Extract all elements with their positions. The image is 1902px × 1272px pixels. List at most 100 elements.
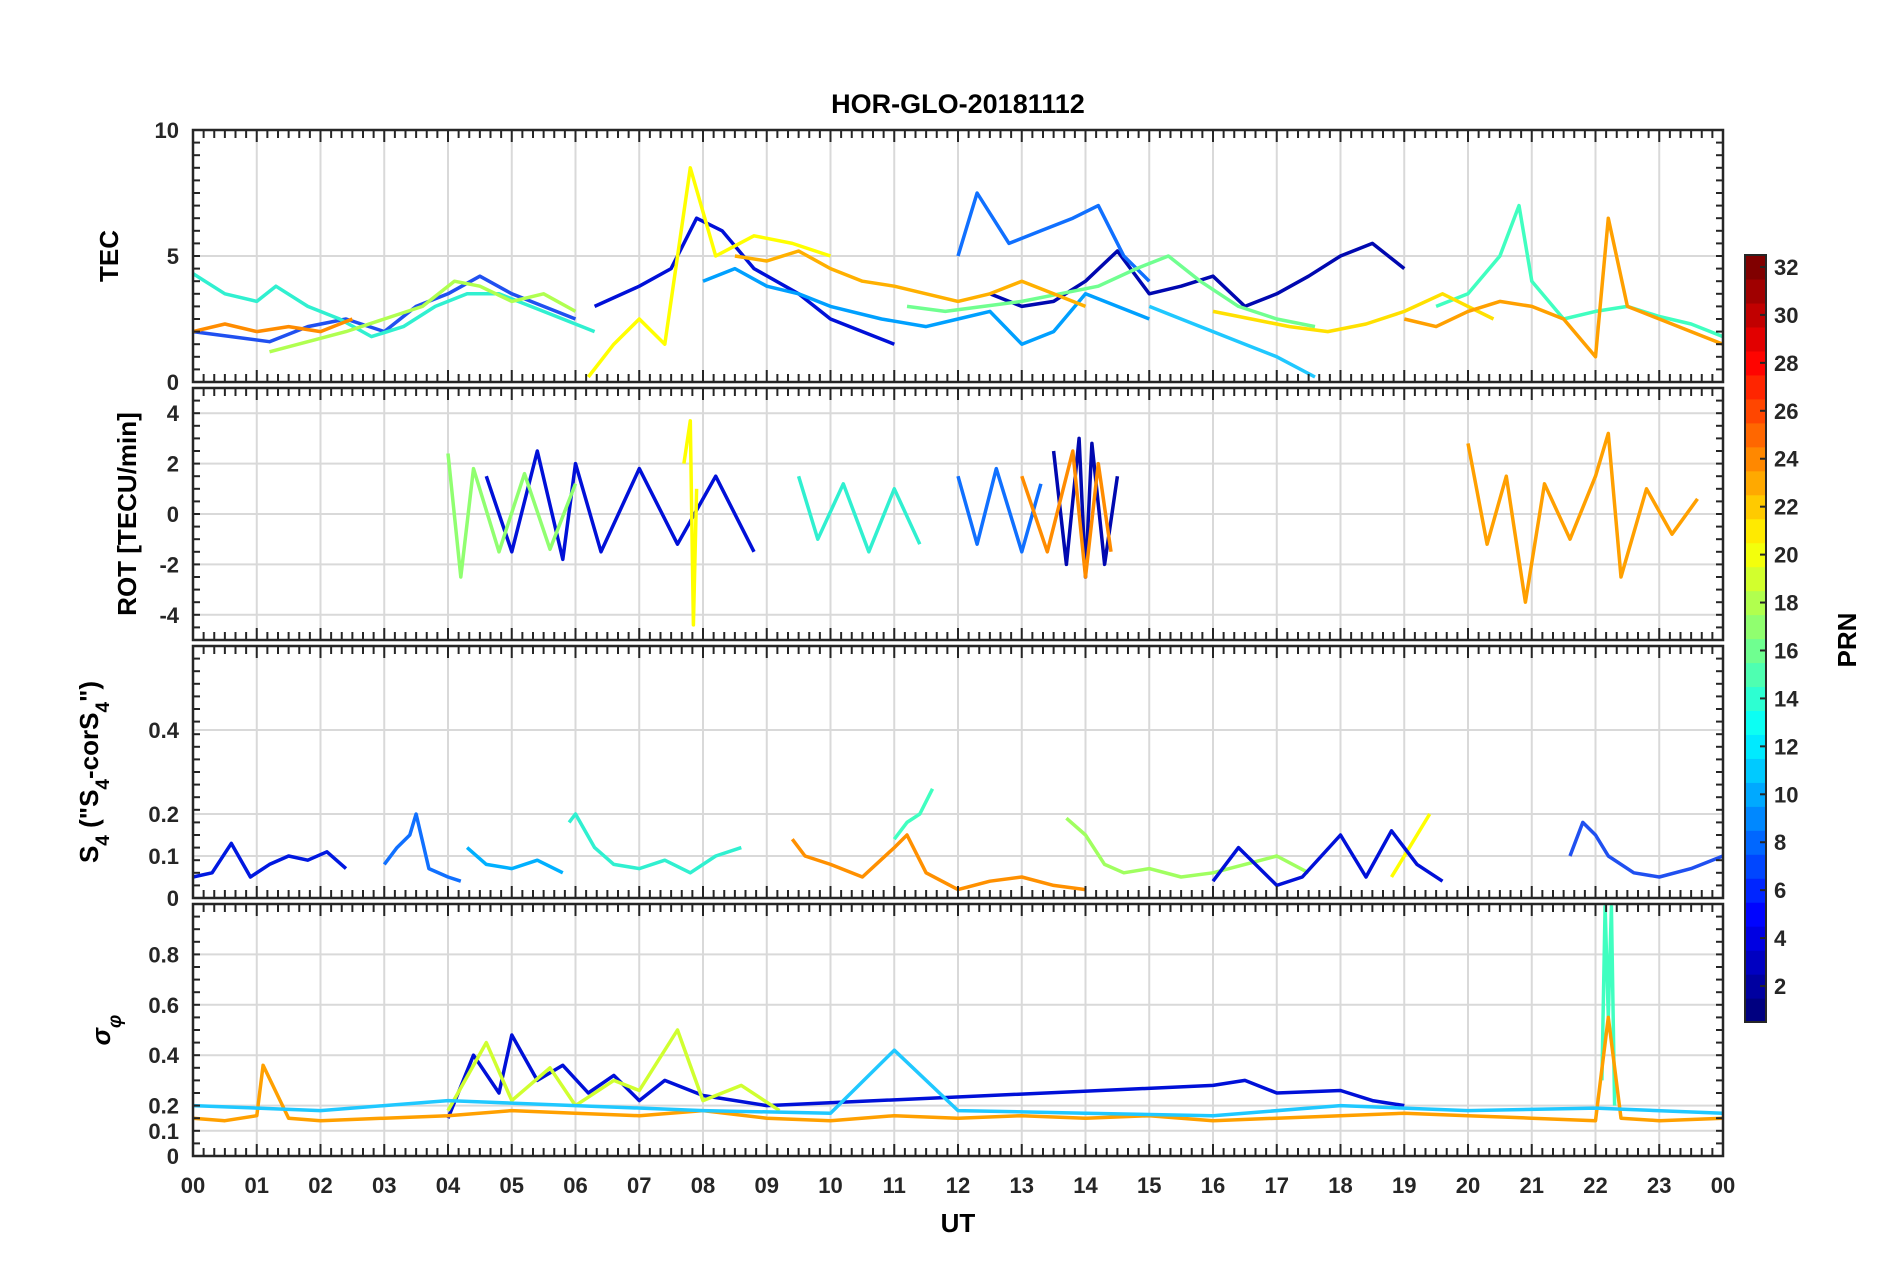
series-line-prn-22 [1403,216,1724,359]
colorbar-tick-label: 14 [1774,686,1799,711]
x-axis-label: UT [941,1208,976,1238]
colorbar-band [1745,710,1766,735]
x-tick-label: 16 [1201,1173,1225,1198]
y-tick-label: 0.2 [148,802,179,827]
y-tick-label: 0.8 [148,942,179,967]
colorbar-tick-label: 10 [1774,782,1798,807]
series-line-prn-3 [593,216,895,346]
series-line-prn-6 [192,274,577,344]
series-line-prn-22 [790,833,1086,892]
colorbar-tick-label: 26 [1774,399,1798,424]
x-tick-label: 05 [500,1173,524,1198]
colorbar-band [1745,806,1766,831]
colorbar-band [1745,878,1766,903]
series-line-prn-21 [1212,292,1495,334]
x-tick-label: 01 [245,1173,269,1198]
series-line-prn-4 [192,841,348,879]
colorbar-band [1745,470,1766,496]
colorbar-band [1745,614,1766,640]
x-tick-label: 13 [1010,1173,1034,1198]
x-tick-label: 21 [1520,1173,1544,1198]
panel-3: 0 0.1 0.2 0.4 S4 ("S4-corS4") [74,644,1725,911]
colorbar-tick-label: 18 [1774,591,1798,616]
colorbar-band [1745,662,1766,688]
x-tick-label: 00 [1711,1173,1735,1198]
colorbar-band [1745,494,1766,520]
y-tick-label: 0 [167,502,179,527]
series-line-prn-13 [796,475,922,554]
y-tick-label: -4 [159,603,179,628]
colorbar-label: PRN [1832,613,1862,668]
y-tick-label: 0.4 [148,1043,179,1068]
series-line-prn-22 [734,249,1087,309]
x-tick-label: 04 [436,1173,461,1198]
colorbar-band [1745,255,1766,280]
x-tick-label: 18 [1328,1173,1352,1198]
colorbar-band [1745,686,1766,712]
x-tick-label: 17 [1265,1173,1289,1198]
series-line-prn-8 [956,191,1151,283]
colorbar-band [1745,782,1766,807]
colorbar-band [1745,854,1766,879]
x-tick-label: 22 [1583,1173,1607,1198]
series-line-prn-23 [1020,449,1113,579]
x-tick-label: 20 [1456,1173,1480,1198]
panel-frame [191,644,1725,900]
series-line-prn-16 [906,254,1316,329]
colorbar-tick-label: 30 [1774,303,1798,328]
colorbar-band [1745,518,1766,544]
x-tick-label: 23 [1647,1173,1671,1198]
y-tick-label: 2 [167,452,179,477]
series-line-prn-14 [892,788,935,841]
x-tick-label: 02 [308,1173,332,1198]
colorbar-band [1745,902,1766,927]
series-line-prn-3 [446,1033,1405,1119]
x-tick-label: 14 [1073,1173,1098,1198]
colorbar-band [1745,326,1766,352]
series-line-prn-13 [567,812,742,875]
colorbar-band [1745,926,1766,951]
series-line-prn-11 [1148,304,1316,379]
y-tick-label: -2 [159,552,179,577]
series-line-prn-17 [446,453,578,579]
y-tick-label: 0.6 [148,993,179,1018]
panel-4: 00.10.2 0.4 0.6 0.8 σφ [86,902,1725,1169]
colorbar-band [1745,566,1766,592]
colorbar-band [1745,998,1766,1023]
colorbar-tick-label: 20 [1774,543,1798,568]
x-tick-label: 09 [755,1173,779,1198]
colorbar-band [1745,950,1766,975]
x-tick-label: 03 [372,1173,396,1198]
series-line-prn-10 [465,846,564,875]
series-line-prn-22 [1466,431,1699,604]
y-tick-label: 5 [167,244,179,269]
colorbar-band [1745,302,1766,328]
series-line-prn-18 [269,279,577,354]
series-line-prn-23 [192,317,354,334]
series-line-prn-10 [702,266,1150,346]
panel-frame [191,128,1725,384]
y-tick-label: 0.1 [148,844,179,869]
y-axis-label: S4 ("S4-corS4") [74,681,114,863]
colorbar-frame [1744,254,1767,1023]
series-line-prn-20 [682,419,699,627]
colorbar-band [1745,734,1766,759]
panel-2: -4 -2 0 2 4 ROT [TECU/min] [112,386,1725,642]
colorbar-band [1745,398,1766,424]
colorbar-tick-label: 6 [1774,878,1786,903]
colorbar-band [1745,446,1766,472]
y-tick-label: 4 [167,401,180,426]
x-tick-label: 10 [818,1173,842,1198]
colorbar-tick-label: 8 [1774,830,1786,855]
series-line-prn-8 [956,466,1043,554]
panel-frame [191,386,1725,642]
x-tick-label: 12 [946,1173,970,1198]
y-axis-label: σφ [86,1015,126,1046]
colorbar-band [1745,542,1766,568]
y-tick-label: 0.4 [148,718,179,743]
series-line-prn-22 [192,1015,1724,1123]
series-line-prn-3 [1211,829,1444,888]
